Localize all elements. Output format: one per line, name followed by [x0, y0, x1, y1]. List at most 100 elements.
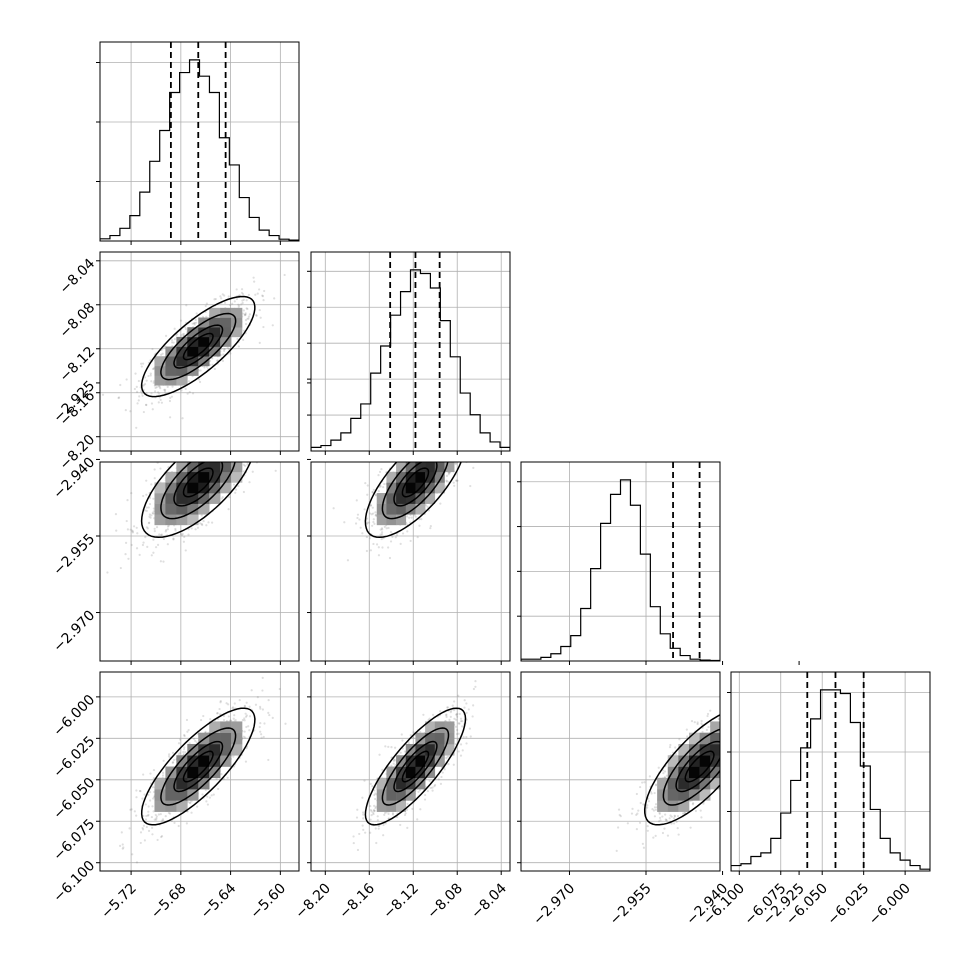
sample-point [226, 346, 229, 349]
sample-point [374, 806, 377, 810]
sample-point [354, 522, 358, 525]
sample-point [143, 376, 147, 379]
sample-point [428, 717, 431, 720]
sample-point [255, 422, 257, 424]
density-cell [220, 462, 232, 473]
sample-point [124, 409, 127, 412]
density-cell [396, 514, 407, 526]
sample-point [358, 832, 361, 836]
density-cell [154, 493, 166, 504]
sample-point [249, 442, 251, 444]
sample-point [406, 802, 409, 805]
sample-point [207, 521, 210, 524]
density-cell [434, 743, 445, 756]
sample-point [204, 730, 207, 733]
sample-point [237, 456, 239, 458]
sample-point [369, 504, 373, 507]
sample-point [375, 543, 379, 546]
sample-point [158, 533, 161, 536]
sample-point [223, 447, 225, 449]
sample-point [465, 702, 468, 705]
sample-point [428, 453, 430, 455]
sample-point [449, 457, 451, 459]
sample-point [237, 445, 239, 447]
sample-point [406, 826, 409, 829]
sample-point [373, 804, 376, 807]
sample-point [196, 454, 198, 456]
sample-point [158, 392, 161, 395]
sample-point [124, 541, 128, 544]
density-cell [209, 721, 221, 733]
sample-point [411, 807, 414, 811]
density-cell [209, 336, 221, 347]
histogram-step [311, 269, 510, 451]
sample-point [346, 559, 350, 562]
sample-point [168, 399, 172, 403]
sample-point [439, 782, 443, 785]
density-cell [220, 327, 232, 338]
contour-line [160, 462, 236, 520]
sample-point [377, 554, 381, 557]
contour-line [182, 467, 214, 498]
sample-point [183, 459, 185, 461]
sample-point [227, 347, 231, 351]
sample-point [399, 823, 402, 827]
sample-point [139, 831, 143, 834]
sample-point [253, 280, 256, 283]
sample-point [274, 469, 277, 472]
density-cell [425, 482, 436, 494]
sample-point [137, 379, 140, 383]
sample-point [135, 796, 138, 799]
density-cell [176, 766, 188, 779]
density-cell [231, 462, 243, 473]
density-cell [176, 789, 188, 801]
sample-point [457, 732, 460, 735]
sample-point [145, 814, 148, 818]
sample-point [416, 818, 419, 821]
density-cell [444, 743, 455, 756]
sample-point [389, 530, 393, 534]
sample-point [182, 750, 185, 754]
sample-point [449, 715, 452, 718]
sample-point [149, 516, 152, 519]
sample-point [452, 709, 456, 712]
sample-point [202, 446, 204, 448]
sample-point [216, 447, 218, 449]
sample-point [379, 528, 382, 531]
sample-point [363, 779, 366, 782]
sample-point [473, 457, 475, 459]
sample-point [382, 823, 385, 827]
sample-point [141, 362, 145, 365]
sample-point [375, 841, 378, 845]
sample-point [452, 763, 455, 766]
sample-point [465, 735, 468, 739]
sample-point [472, 417, 474, 419]
sample-point [153, 468, 156, 471]
sample-point [380, 468, 383, 471]
density-cell [198, 451, 209, 462]
sample-point [421, 440, 423, 442]
density-cell [187, 777, 199, 790]
sample-point [433, 785, 436, 788]
sample-point [191, 456, 193, 458]
sample-point [370, 513, 373, 516]
sample-point [151, 511, 154, 515]
sample-point [248, 729, 251, 732]
sample-point [148, 502, 152, 506]
sample-point [670, 815, 673, 818]
density-cell [386, 766, 397, 779]
sample-point [225, 431, 227, 433]
sample-point [446, 455, 448, 457]
sample-point [424, 447, 426, 449]
sample-point [204, 304, 207, 308]
histogram-step [100, 59, 299, 241]
sample-point [365, 517, 369, 520]
sample-point [374, 513, 378, 517]
sample-point [453, 457, 455, 459]
density-cell [220, 721, 232, 733]
density-cell [176, 514, 188, 526]
sample-point [166, 528, 169, 531]
sample-point [256, 459, 258, 461]
density-cell [176, 471, 188, 483]
sample-point [374, 511, 377, 514]
